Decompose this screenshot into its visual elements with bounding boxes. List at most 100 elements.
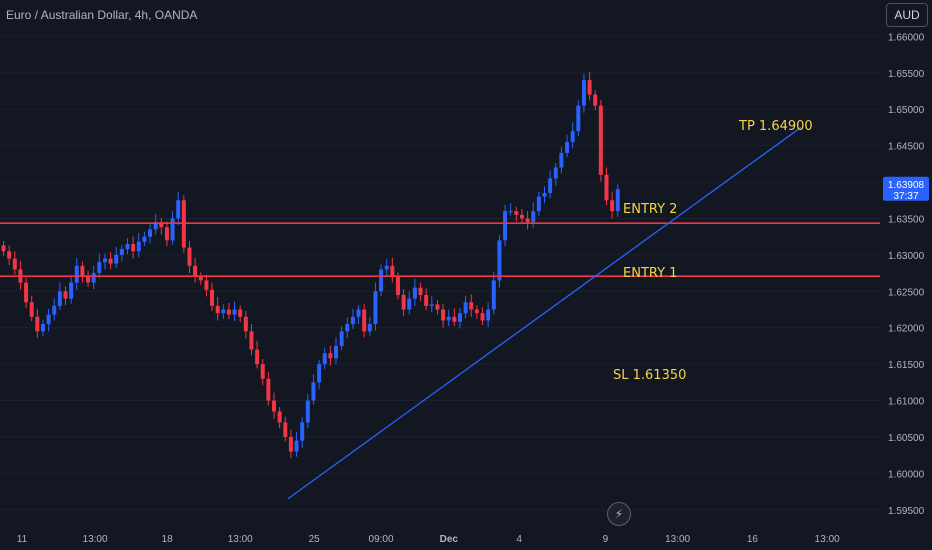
candle-body [576,105,581,132]
time-tick-label: 16 [747,534,759,545]
candle-body [255,349,260,365]
lightning-bolt-icon[interactable]: ⚡ [607,502,631,526]
candle-body [350,316,355,325]
candle-body [407,298,412,310]
candle-body [1,245,6,252]
candle-countdown-label: 37:37 [893,191,918,202]
candle-body [187,247,192,266]
candle-body [441,309,446,321]
price-tick-label: 1.64500 [888,142,925,153]
time-tick-label: Dec [440,534,459,545]
candle-body [198,276,203,281]
price-axis[interactable]: 1.59500 1.60000 1.60500 1.61000 1.61500 1.620… [880,0,932,550]
candle-body [559,152,564,168]
price-tick-label: 1.62000 [888,324,925,335]
candle-body [215,305,220,314]
candle-body [593,94,598,106]
candle-body [373,291,378,325]
candle-body [317,364,322,383]
entry-1-label: ENTRY 1 [623,266,678,281]
price-tick-label: 1.62500 [888,287,925,298]
candle-body [74,265,79,283]
candle-body [390,265,395,277]
price-tick-label: 1.60500 [888,433,925,444]
candle-body [435,304,440,310]
candle-body [356,309,361,317]
price-tick-label: 1.60000 [888,469,925,480]
price-tick-label: 1.65500 [888,69,925,80]
candle-body [226,309,231,315]
trendline[interactable] [287,126,802,500]
candle-body [80,265,85,277]
candle-body [305,400,310,423]
candle-body [260,364,265,379]
candle-body [91,273,96,283]
candle-body [581,80,586,106]
candle-body [525,218,530,223]
candle-body [474,309,479,314]
time-tick-label: 11 [17,534,28,545]
candle-body [491,280,496,310]
candle-body [604,174,609,201]
candle-body [452,316,457,322]
candle-body [339,331,344,346]
entry-2-label: ENTRY 2 [623,202,678,217]
candle-body [480,313,485,321]
time-tick-label: 25 [309,534,321,545]
candle-body [311,382,316,401]
candle-body [277,411,282,423]
candle-body [395,276,400,295]
candle-body [328,353,333,359]
candle-body [379,269,384,292]
time-tick-label: 13:00 [83,534,108,545]
candle-body [164,227,169,241]
candle-body [514,211,519,215]
candle-body [503,211,508,241]
time-tick-label: 4 [516,534,522,545]
candle-body [531,211,536,223]
candle-body [243,316,248,332]
candle-body [108,258,113,264]
time-axis[interactable]: 11 13:00 18 13:00 25 09:00 Dec 4 9 13:00 16 13:00 [0,528,932,550]
grid [0,35,880,511]
candle-body [429,304,434,306]
candle-body [102,258,107,263]
candle-body [486,309,491,321]
candle-body [300,422,305,441]
price-tick-label: 1.66000 [888,32,925,43]
time-tick-label: 9 [603,534,609,545]
candle-body [148,229,153,237]
candle-body [288,436,293,452]
candle-body [362,309,367,332]
candle-body [204,280,209,290]
candle-body [142,236,147,242]
candle-body [176,200,181,219]
candle-body [519,214,524,219]
candle-body [35,316,40,332]
price-tick-label: 1.61000 [888,397,925,408]
chart-title: Euro / Australian Dollar, 4h, OANDA [6,8,198,22]
time-axis-bg [0,528,932,550]
price-tick-label: 1.59500 [888,506,925,517]
currency-selector[interactable]: AUD [886,3,928,27]
candle-body [424,294,429,306]
price-tick-label: 1.63500 [888,214,925,225]
candle-body [136,241,141,252]
candle-body [114,254,119,264]
candle-body [170,218,175,241]
candle-body [345,324,350,332]
candle-body [548,178,553,193]
candle-body [29,302,34,317]
candle-body [294,440,299,452]
candle-body [283,422,288,437]
candle-body [565,142,570,153]
candle-body [86,276,91,283]
candle-body [553,167,558,179]
price-tick-label: 1.63000 [888,251,925,262]
time-tick-label: 13:00 [228,534,253,545]
candle-body [384,265,389,270]
candle-body [181,200,186,248]
candle-body [446,316,451,321]
candle-body [587,80,592,95]
